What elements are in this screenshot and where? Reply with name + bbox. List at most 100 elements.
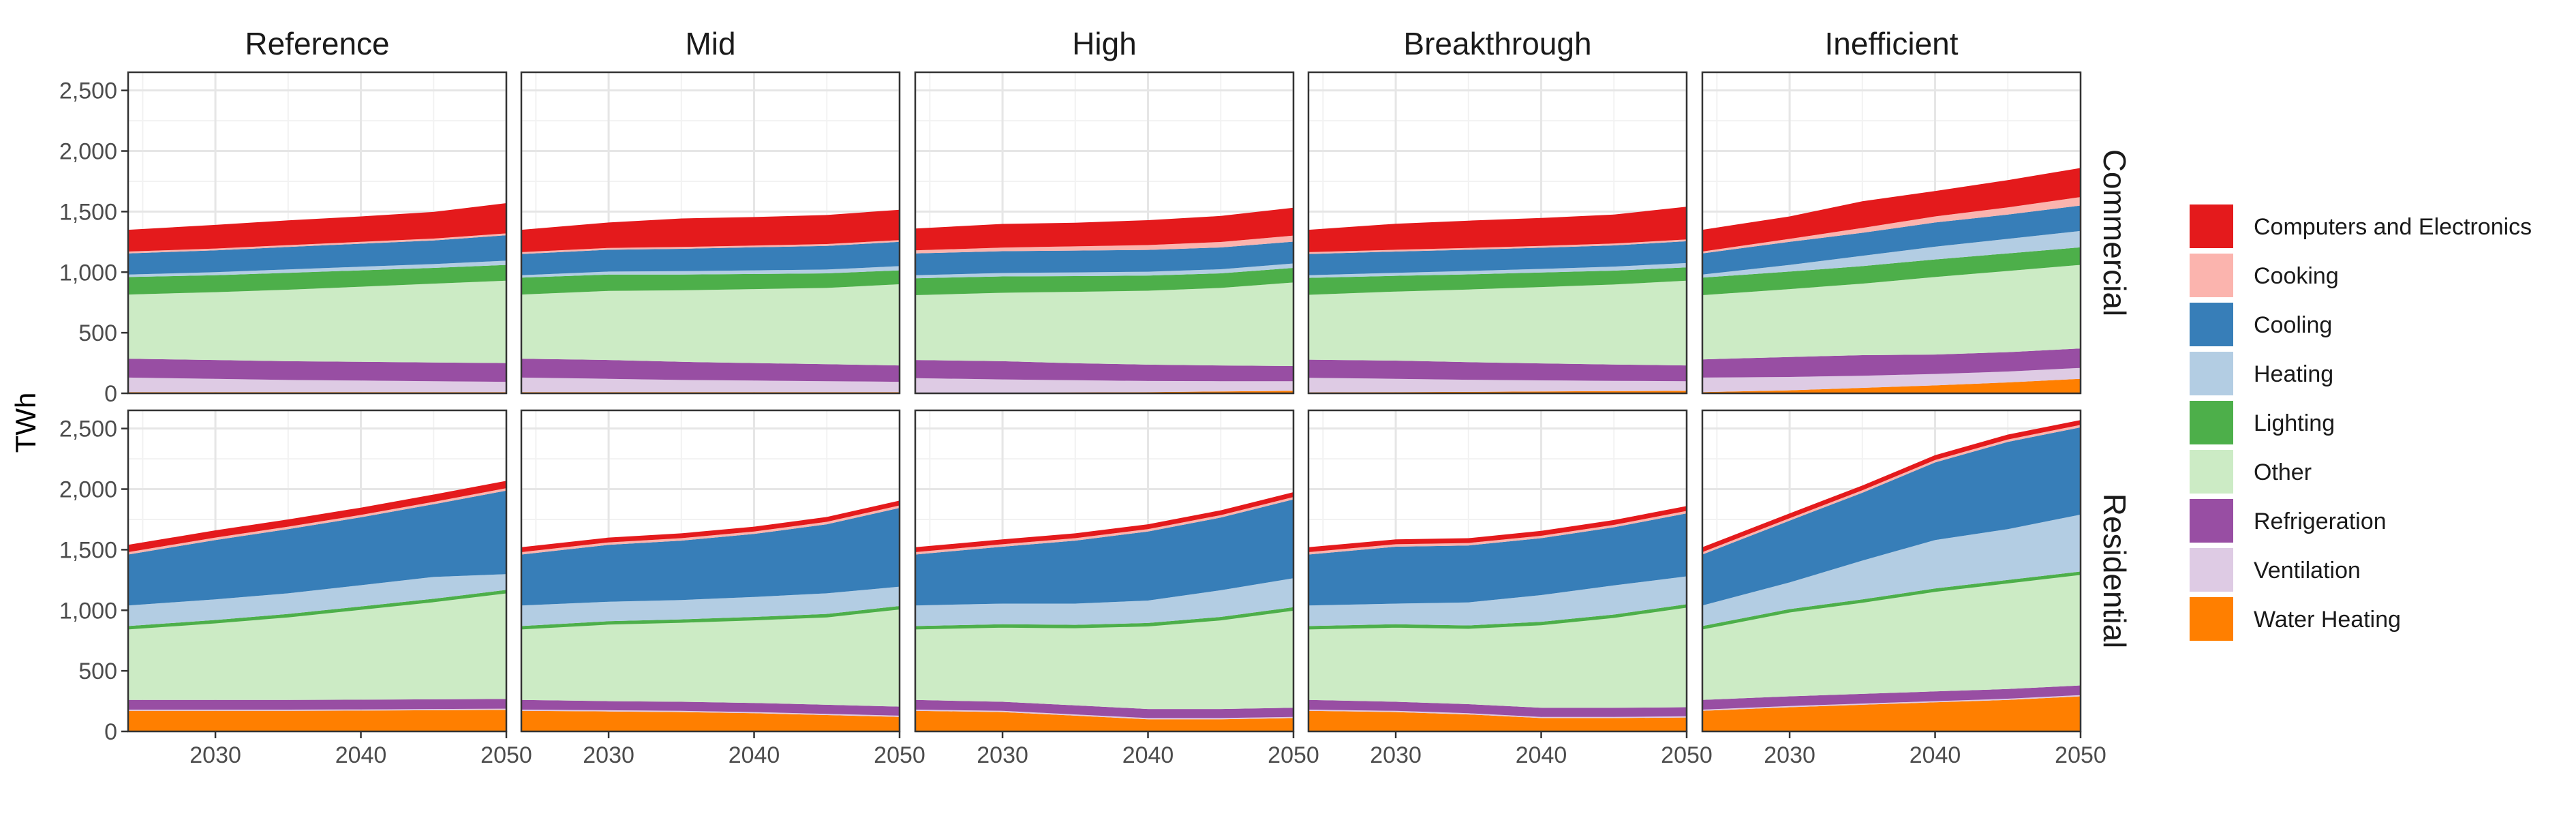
panel-commercial-inefficient (1701, 71, 2082, 395)
facet-title-high: High (1072, 26, 1137, 61)
area-water-heating (128, 710, 506, 731)
area-water-heating (521, 710, 900, 731)
panel-commercial-high (914, 71, 1295, 395)
area-cooking (128, 233, 506, 254)
legend-label: Water Heating (2254, 607, 2401, 633)
area-other (1308, 606, 1687, 708)
legend-key (2190, 352, 2233, 395)
area-ventilation (1308, 378, 1687, 393)
legend-label: Other (2254, 459, 2312, 485)
y-tick-label: 500 (78, 658, 117, 684)
x-tick-label: 2050 (1661, 742, 1713, 768)
y-tick-label: 0 (104, 381, 117, 407)
area-heating (1702, 230, 2081, 278)
area-cooking (915, 235, 1293, 254)
area-heating (1702, 514, 2081, 626)
area-cooking (521, 505, 900, 555)
panel-border (914, 71, 1295, 395)
panel-residential-high (914, 409, 1295, 733)
area-ventilation (915, 378, 1293, 393)
area-heating (128, 574, 506, 626)
area-refrigeration (1308, 359, 1687, 382)
area-computers-and-electronics (128, 481, 506, 552)
y-tick-label: 2,000 (59, 477, 117, 503)
area-lighting (1308, 267, 1687, 295)
x-tick-label: 2040 (1910, 742, 1961, 768)
area-ventilation (521, 377, 900, 393)
y-tick-label: 1,000 (59, 598, 117, 624)
area-ventilation (128, 708, 506, 711)
x-tick-label: 2050 (480, 742, 532, 768)
facet-panels (127, 71, 2082, 733)
area-cooking (128, 488, 506, 555)
legend-item-water-heating: Water Heating (2190, 597, 2401, 641)
y-tick-label: 1,500 (59, 199, 117, 225)
area-cooling (1702, 427, 2081, 606)
area-lighting (521, 270, 900, 295)
area-refrigeration (521, 699, 900, 716)
area-cooling (915, 241, 1293, 275)
area-ventilation (1308, 710, 1687, 718)
x-tick-label: 2050 (2055, 742, 2106, 768)
legend-item-lighting: Lighting (2190, 401, 2335, 444)
panel-residential-breakthrough (1307, 409, 1688, 733)
area-cooking (1308, 239, 1687, 254)
area-lighting (1702, 247, 2081, 295)
area-lighting (915, 268, 1293, 295)
area-refrigeration (1308, 699, 1687, 717)
x-tick-label: 2030 (1764, 742, 1815, 768)
area-other (128, 592, 506, 700)
facet-row-title-commercial: Commercial (2097, 149, 2132, 316)
legend-item-computers-and-electronics: Computers and Electronics (2190, 204, 2532, 248)
panel-border (520, 71, 901, 395)
area-computers-and-electronics (521, 209, 900, 252)
area-refrigeration (915, 699, 1293, 718)
x-tick-label: 2040 (335, 742, 387, 768)
x-tick-label: 2030 (977, 742, 1028, 768)
area-water-heating (915, 710, 1293, 731)
legend-key (2190, 499, 2233, 543)
facet-title-breakthrough: Breakthrough (1403, 26, 1591, 61)
area-ventilation (128, 377, 506, 393)
area-other (521, 608, 900, 707)
legend-key (2190, 303, 2233, 346)
legend-item-cooling: Cooling (2190, 303, 2332, 346)
area-other (915, 282, 1293, 366)
area-cooling (915, 499, 1293, 606)
area-computers-and-electronics (915, 492, 1293, 552)
panel-residential-mid (520, 409, 901, 733)
area-refrigeration (1702, 348, 2081, 378)
area-ventilation (1702, 367, 2081, 393)
area-computers-and-electronics (1308, 207, 1687, 252)
area-lighting (1702, 571, 2081, 628)
panel-border (520, 409, 901, 733)
legend-label: Lighting (2254, 410, 2335, 436)
y-axis-title: TWh (10, 393, 42, 453)
area-cooling (521, 508, 900, 606)
panel-border (1307, 409, 1688, 733)
area-water-heating (1702, 696, 2081, 731)
facet-row-title-residential: Residential (2097, 494, 2132, 649)
legend-item-refrigeration: Refrigeration (2190, 499, 2387, 543)
legend-item-heating: Heating (2190, 352, 2333, 395)
x-tick-label: 2030 (1370, 742, 1422, 768)
area-heating (521, 266, 900, 278)
panel-border (1307, 71, 1688, 395)
area-computers-and-electronics (1308, 506, 1687, 552)
area-cooling (1308, 513, 1687, 606)
panel-residential-reference (127, 409, 508, 733)
panel-border (1701, 71, 2082, 395)
legend-label: Cooling (2254, 312, 2332, 338)
facet-strips: Reference Mid High Breakthrough Inefficient C… (245, 26, 2132, 648)
area-computers-and-electronics (521, 500, 900, 552)
area-heating (915, 578, 1293, 626)
area-ventilation (1702, 695, 2081, 711)
area-cooling (128, 490, 506, 606)
panel-residential-inefficient (1701, 409, 2082, 733)
facet-title-inefficient: Inefficient (1824, 26, 1958, 61)
area-heating (521, 586, 900, 626)
x-tick-label: 2050 (874, 742, 925, 768)
legend-label: Computers and Electronics (2254, 214, 2532, 240)
area-other (1308, 280, 1687, 366)
